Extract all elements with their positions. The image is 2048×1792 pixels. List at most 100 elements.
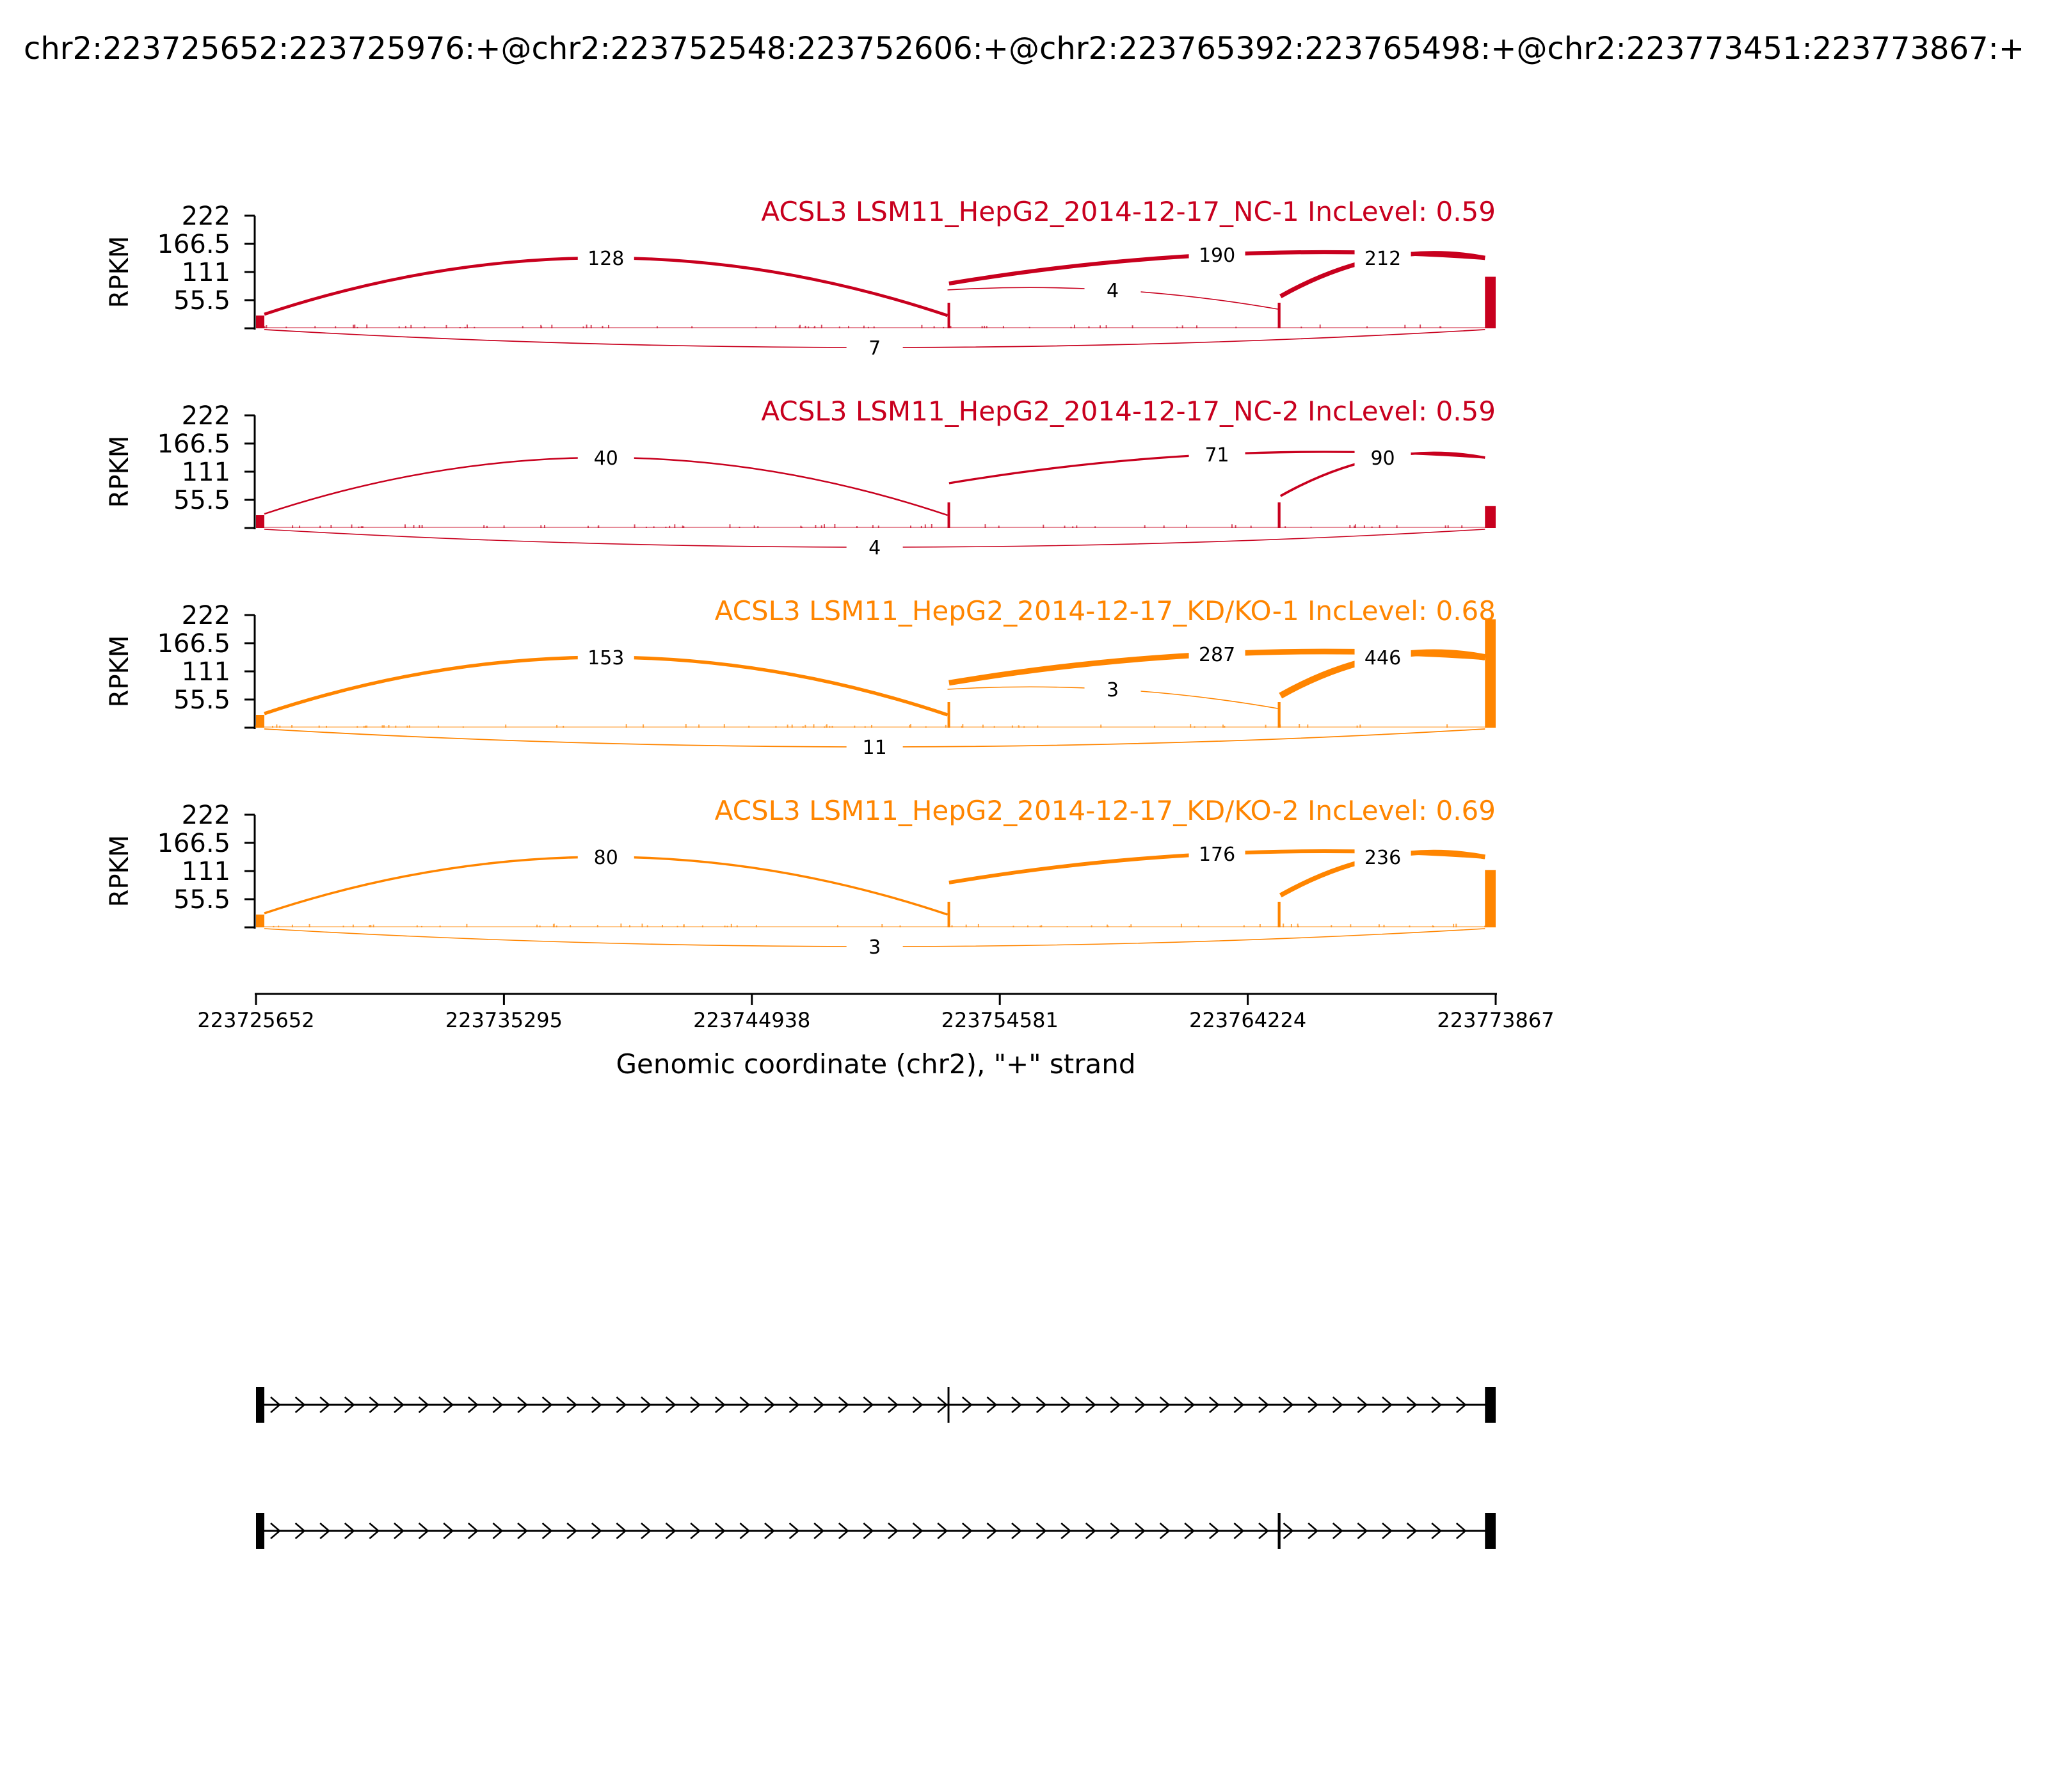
junction-count-label: 176 (1199, 844, 1235, 866)
isoform-track (256, 1513, 1496, 1549)
exon-coverage (1485, 506, 1496, 528)
y-tick-label: 166.5 (157, 429, 230, 459)
x-tick-label: 223735295 (445, 1008, 563, 1032)
junction-count-label: 11 (863, 737, 887, 759)
x-tick-label: 223725652 (197, 1008, 314, 1032)
sample-label: ACSL3 LSM11_HepG2_2014-12-17_NC-2 IncLev… (761, 396, 1496, 427)
exon-coverage (1277, 902, 1281, 927)
junction-label-bg (1188, 841, 1245, 867)
x-axis: 223725652 223735295 223744938 223754581 2237… (197, 993, 1555, 1080)
strand-arrows (270, 1396, 1467, 1413)
exon-coverage (1485, 870, 1496, 927)
x-tick-label: 223754581 (941, 1008, 1059, 1032)
junction-label-bg (1188, 442, 1245, 467)
y-axis-label: RPKM (105, 636, 134, 708)
exon-block (256, 1387, 265, 1423)
coverage-noise (260, 924, 1486, 927)
y-tick-label: 222 (182, 401, 230, 431)
junction-count-label: 80 (594, 847, 618, 869)
junction-label-bg (577, 844, 634, 870)
exon-coverage (1277, 502, 1281, 528)
exon-coverage (947, 702, 950, 728)
junction-count-label: 128 (588, 248, 624, 270)
junction-count-label: 190 (1199, 244, 1235, 267)
exon-coverage (256, 715, 265, 728)
exon-block (256, 1513, 265, 1549)
exon-coverage (947, 902, 950, 927)
junction-label-bg (577, 644, 634, 670)
y-tick-label: 55.5 (173, 885, 230, 915)
exon-coverage (256, 316, 265, 328)
exon-block (947, 1387, 950, 1423)
isoform-tracks (256, 1387, 1496, 1549)
exon-coverage (1277, 303, 1281, 328)
junction-label-bg (1354, 245, 1411, 271)
junction-label-bg (846, 335, 903, 360)
junction-count-label: 71 (1204, 444, 1229, 467)
strand-arrows (270, 1523, 1467, 1539)
y-axis-label: RPKM (105, 436, 134, 508)
junction-count-label: 40 (594, 447, 618, 470)
y-tick-label: 222 (182, 601, 230, 630)
x-tick-label: 223744938 (693, 1008, 810, 1032)
isoform-track (256, 1387, 1496, 1423)
x-tick-label: 223764224 (1189, 1008, 1306, 1032)
junction-label-bg (1354, 445, 1411, 470)
exon-coverage (947, 502, 950, 528)
junction-label-bg (577, 445, 634, 470)
junction-count-label: 90 (1370, 447, 1395, 470)
exon-block (1485, 1387, 1496, 1423)
sample-label: ACSL3 LSM11_HepG2_2014-12-17_KD/KO-1 Inc… (715, 595, 1496, 627)
junction-label-bg (1354, 644, 1411, 670)
exon-coverage (1485, 619, 1496, 728)
junction-count-label: 212 (1364, 248, 1401, 270)
coverage-noise (264, 324, 1442, 328)
sample-label: ACSL3 LSM11_HepG2_2014-12-17_NC-1 IncLev… (761, 196, 1496, 227)
junction-count-label: 446 (1364, 647, 1401, 669)
coverage-noise (292, 524, 1463, 528)
y-tick-label: 111 (182, 657, 230, 687)
y-tick-label: 111 (182, 258, 230, 287)
y-axis-label: RPKM (105, 835, 134, 908)
exon-coverage (1485, 276, 1496, 328)
junction-label-bg (1084, 676, 1141, 702)
y-tick-label: 222 (182, 202, 230, 231)
exon-block (1485, 1513, 1496, 1549)
exon-coverage (1277, 702, 1281, 728)
junction-count-label: 4 (1107, 280, 1119, 302)
junction-count-label: 3 (868, 936, 881, 959)
junction-label-bg (1354, 844, 1411, 870)
y-tick-label: 55.5 (173, 286, 230, 316)
sample-label: ACSL3 LSM11_HepG2_2014-12-17_KD/KO-2 Inc… (715, 795, 1496, 826)
y-tick-label: 166.5 (157, 829, 230, 858)
x-tick-label: 223773867 (1437, 1008, 1554, 1032)
junction-count-label: 7 (868, 337, 881, 360)
junction-label-bg (1188, 242, 1245, 268)
junction-label-bg (846, 734, 903, 760)
junction-label-bg (1084, 277, 1141, 303)
y-tick-label: 166.5 (157, 629, 230, 659)
y-axis-label: RPKM (105, 236, 134, 308)
y-tick-label: 55.5 (173, 685, 230, 715)
junction-label-bg (1188, 641, 1245, 667)
junction-label-bg (846, 534, 903, 560)
y-tick-label: 111 (182, 458, 230, 487)
exon-coverage (947, 303, 950, 328)
exon-coverage (256, 515, 265, 528)
junction-count-label: 287 (1199, 644, 1235, 666)
junction-label-bg (846, 934, 903, 959)
chart-title: chr2:223725652:223725976:+@chr2:22375254… (24, 31, 2024, 67)
coverage-noise (255, 724, 1448, 728)
exon-coverage (256, 915, 265, 927)
y-tick-label: 55.5 (173, 486, 230, 515)
junction-count-label: 236 (1364, 847, 1401, 869)
y-tick-label: 111 (182, 857, 230, 886)
junction-count-label: 3 (1107, 679, 1119, 701)
y-tick-label: 166.5 (157, 230, 230, 259)
